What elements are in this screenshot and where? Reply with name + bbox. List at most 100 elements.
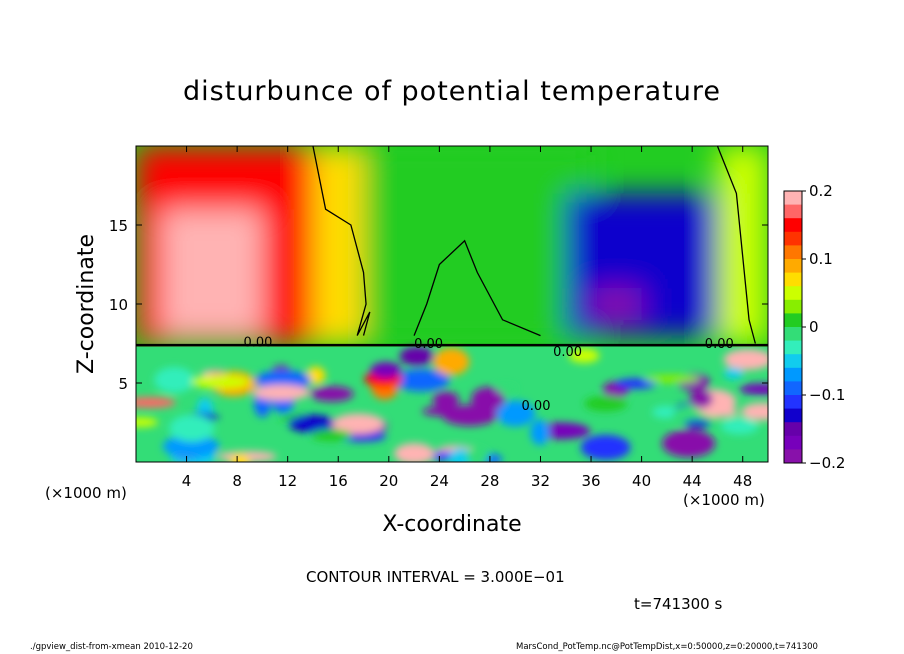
colorbar-swatch xyxy=(784,395,802,410)
eddy xyxy=(394,443,435,462)
field-region-2 xyxy=(312,146,364,344)
eddy xyxy=(471,387,505,412)
x-axis-label: X-coordinate xyxy=(382,512,522,537)
chart-title: disturbunce of potential temperature xyxy=(183,76,721,107)
x-tick-label: 12 xyxy=(278,472,297,490)
lower-layer-eddies xyxy=(136,346,768,462)
colorbar-swatch xyxy=(784,313,802,328)
eddy xyxy=(702,407,739,418)
colorbar-swatch xyxy=(784,191,802,206)
eddy xyxy=(496,384,517,393)
eddy xyxy=(230,453,250,462)
eddy xyxy=(530,419,550,446)
y-axis: 5 10 15 xyxy=(109,217,768,393)
x-tick-label: 4 xyxy=(182,472,192,490)
contour-label: 0.00 xyxy=(522,399,551,414)
colorbar-swatch xyxy=(784,218,802,233)
y-tick-label: 15 xyxy=(109,217,128,235)
field-region-1 xyxy=(161,209,263,336)
y-tick-label: 5 xyxy=(118,375,128,393)
colorbar: 0.2 0.1 0 −0.1 −0.2 xyxy=(783,182,845,472)
y-tick-label: 10 xyxy=(109,296,128,314)
eddy xyxy=(466,447,489,462)
eddy xyxy=(614,378,657,390)
eddy xyxy=(495,400,536,427)
contour-label: 0.00 xyxy=(414,337,443,352)
eddy xyxy=(309,386,354,402)
x-tick-label: 36 xyxy=(581,472,600,490)
x-axis: 4 8 12 16 20 24 28 32 36 40 44 48 xyxy=(182,146,752,490)
eddy xyxy=(136,417,159,428)
contour-label: 0.00 xyxy=(553,345,582,360)
eddy xyxy=(644,374,701,384)
eddy xyxy=(662,429,716,458)
colorbar-swatch xyxy=(784,435,802,450)
eddy xyxy=(332,413,385,434)
colorbar-swatch xyxy=(784,245,802,260)
colorbar-tick-label: 0.2 xyxy=(809,182,833,200)
colorbar-tick-label: −0.2 xyxy=(809,454,845,472)
contour-line-2 xyxy=(716,146,756,344)
eddy xyxy=(568,348,600,363)
colorbar-swatch xyxy=(784,381,802,396)
x-tick-label: 20 xyxy=(379,472,398,490)
eddy xyxy=(169,414,215,442)
colorbar-swatch xyxy=(784,231,802,246)
x-tick-label: 40 xyxy=(632,472,651,490)
heatmap-field xyxy=(136,146,768,462)
eddy xyxy=(422,406,466,417)
eddy xyxy=(288,414,337,433)
colorbar-swatch xyxy=(784,367,802,382)
time-label: t=741300 s xyxy=(634,595,723,613)
x-unit-label-right: (×1000 m) xyxy=(683,491,765,509)
x-unit-label-left: (×1000 m) xyxy=(45,484,127,502)
field-region-5 xyxy=(591,288,642,320)
eddy xyxy=(689,390,713,408)
eddy xyxy=(723,349,768,370)
eddy xyxy=(741,402,768,421)
eddy xyxy=(433,348,470,376)
eddy xyxy=(684,419,711,429)
x-tick-label: 44 xyxy=(683,472,702,490)
eddy xyxy=(580,434,631,461)
eddy xyxy=(739,383,768,395)
colorbar-swatch xyxy=(784,272,802,287)
colorbar-swatch xyxy=(784,327,802,342)
x-tick-label: 48 xyxy=(733,472,752,490)
eddy xyxy=(310,429,352,442)
footer-right: MarsCond_PotTemp.nc@PotTempDist,x=0:5000… xyxy=(516,642,818,652)
eddy xyxy=(370,362,402,379)
eddy xyxy=(255,370,312,391)
field-region-3 xyxy=(363,146,592,344)
colorbar-swatch xyxy=(784,340,802,355)
colorbar-swatch xyxy=(784,204,802,219)
upper-layer-field xyxy=(136,146,768,344)
colorbar-tick-label: 0.1 xyxy=(809,250,833,268)
eddy xyxy=(136,397,176,409)
x-tick-label: 28 xyxy=(480,472,499,490)
contour-lines: 0.00 0.00 0.00 0.00 0.00 xyxy=(136,146,768,414)
eddy xyxy=(191,375,250,389)
x-tick-label: 8 xyxy=(232,472,242,490)
eddy xyxy=(392,369,450,392)
eddy xyxy=(584,395,628,412)
colorbar-swatch xyxy=(784,259,802,274)
eddy xyxy=(720,417,759,435)
contour-label: 0.00 xyxy=(243,336,272,351)
eddy xyxy=(162,434,220,458)
contour-line-0 xyxy=(312,146,371,336)
footer-left: ./gpview_dist-from-xmean 2010-12-20 xyxy=(30,642,193,652)
eddy xyxy=(252,384,311,401)
colorbar-swatch xyxy=(784,354,802,369)
x-tick-label: 32 xyxy=(531,472,550,490)
colorbar-tick-label: 0 xyxy=(809,318,819,336)
colorbar-swatch xyxy=(784,408,802,423)
eddy xyxy=(432,391,460,409)
eddy xyxy=(154,366,195,393)
colorbar-swatch xyxy=(784,299,802,314)
contour-label: 0.00 xyxy=(705,337,734,352)
eddy xyxy=(723,367,744,380)
contour-line-1 xyxy=(413,239,541,337)
x-tick-label: 16 xyxy=(329,472,348,490)
